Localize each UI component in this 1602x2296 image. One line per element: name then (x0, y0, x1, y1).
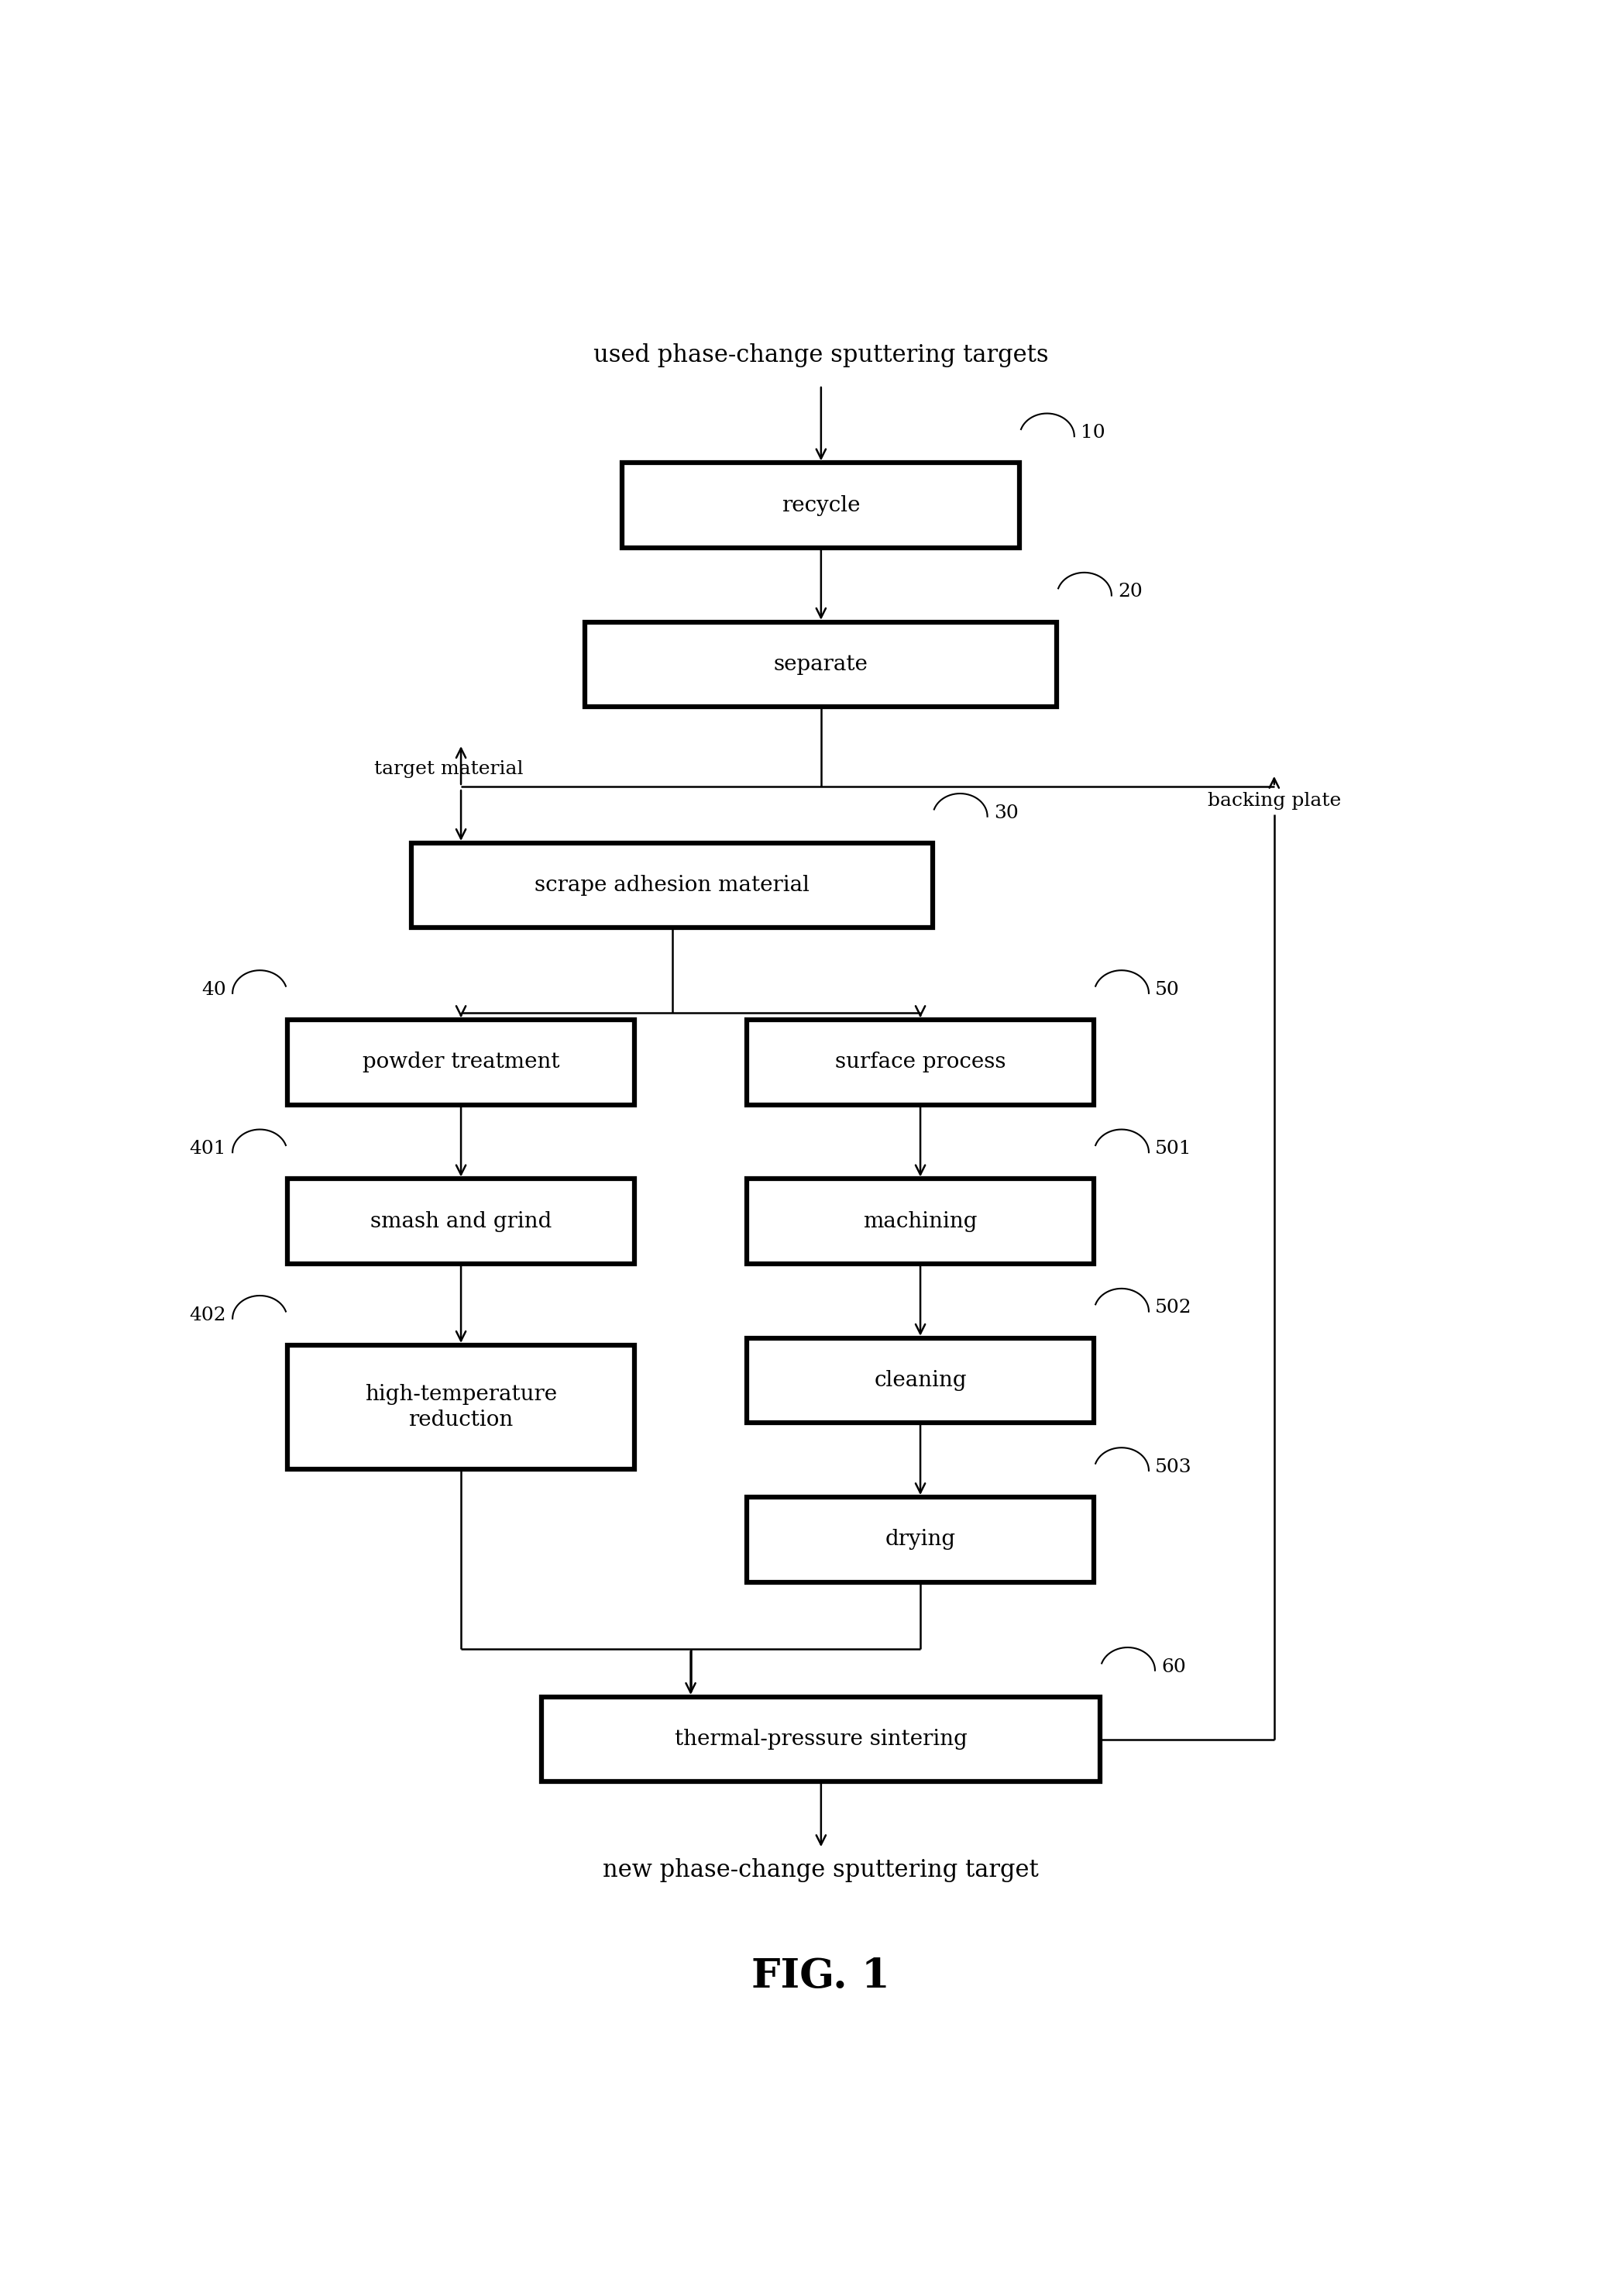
Bar (585, 622, 1057, 707)
Text: scrape adhesion material: scrape adhesion material (535, 875, 809, 895)
Bar (541, 1697, 1101, 1782)
Text: powder treatment: powder treatment (362, 1052, 559, 1072)
Bar (747, 1178, 1094, 1263)
Bar (287, 1178, 634, 1263)
Bar (747, 1019, 1094, 1104)
Text: surface process: surface process (835, 1052, 1006, 1072)
Bar (747, 1497, 1094, 1582)
Text: smash and grind: smash and grind (370, 1210, 551, 1233)
Text: 503: 503 (1155, 1458, 1192, 1476)
Text: thermal-pressure sintering: thermal-pressure sintering (674, 1729, 968, 1750)
Text: recycle: recycle (782, 496, 860, 517)
Text: 50: 50 (1155, 980, 1179, 999)
Text: 60: 60 (1161, 1658, 1185, 1676)
Text: machining: machining (863, 1210, 977, 1233)
Text: drying: drying (884, 1529, 956, 1550)
Text: high-temperature
reduction: high-temperature reduction (365, 1384, 557, 1430)
Text: 402: 402 (189, 1306, 226, 1325)
Text: target material: target material (373, 760, 524, 778)
Text: 502: 502 (1155, 1300, 1192, 1318)
Text: backing plate: backing plate (1208, 792, 1341, 810)
Text: separate: separate (774, 654, 868, 675)
Text: new phase-change sputtering target: new phase-change sputtering target (602, 1857, 1040, 1883)
Bar (412, 843, 932, 928)
Bar (287, 1019, 634, 1104)
Text: cleaning: cleaning (875, 1371, 966, 1391)
Bar (747, 1339, 1094, 1424)
Text: used phase-change sputtering targets: used phase-change sputtering targets (593, 342, 1049, 367)
Bar (622, 464, 1019, 549)
Text: 10: 10 (1080, 425, 1105, 441)
Text: 401: 401 (189, 1139, 226, 1157)
Text: 30: 30 (993, 804, 1019, 822)
Text: 40: 40 (202, 980, 226, 999)
Text: 20: 20 (1118, 583, 1142, 602)
Text: FIG. 1: FIG. 1 (751, 1956, 891, 1995)
Bar (287, 1345, 634, 1469)
Text: 501: 501 (1155, 1139, 1192, 1157)
